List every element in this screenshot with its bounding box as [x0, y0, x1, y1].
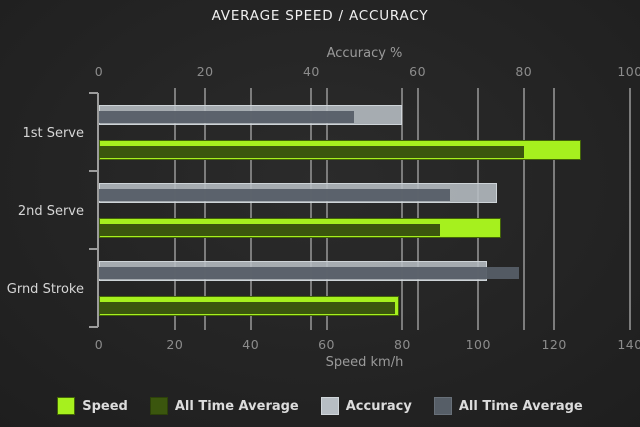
bottom-tick-label-140: 140: [617, 337, 640, 352]
legend-item-0: Speed: [57, 397, 128, 415]
y-axis-tick-0: [89, 92, 98, 94]
category-label-2nd-serve: 2nd Serve: [17, 204, 84, 219]
top-tick-label-20: 20: [196, 64, 214, 79]
gridline-speed-100: [477, 88, 480, 330]
gridline-speed-120: [553, 88, 556, 330]
legend-swatch-3: [433, 397, 452, 415]
bar-accuracy-all-time-average-2nd-serve: [99, 189, 450, 201]
legend-label-0: Speed: [82, 398, 128, 414]
legend-swatch-2: [320, 397, 339, 415]
y-axis-line: [97, 93, 99, 327]
bottom-tick-label-0: 0: [94, 337, 104, 352]
bottom-tick-label-20: 20: [166, 337, 184, 352]
legend: Speed All Time Average Accuracy All Time Av…: [0, 395, 640, 417]
top-tick-label-100: 100: [617, 64, 640, 79]
top-axis-title: Accuracy %: [326, 46, 403, 61]
y-axis-tick-3: [89, 326, 98, 328]
y-axis-tick-1: [89, 170, 98, 172]
bottom-tick-label-60: 60: [318, 337, 336, 352]
gridline-speed-40: [249, 88, 252, 330]
bottom-axis-title: Speed km/h: [325, 355, 404, 370]
legend-item-3: All Time Average: [433, 397, 583, 415]
gridline-speed-140: [629, 88, 631, 330]
top-tick-label-0: 0: [94, 64, 104, 79]
chart-title: AVERAGE SPEED / ACCURACY: [211, 8, 429, 24]
category-label-grnd-stroke: Grnd Stroke: [6, 282, 84, 297]
gridline-accuracy-80: [522, 88, 525, 330]
top-tick-label-80: 80: [515, 64, 533, 79]
gridline-speed-80: [401, 88, 404, 330]
bottom-tick-label-80: 80: [393, 337, 411, 352]
legend-swatch-1: [149, 397, 168, 415]
legend-label-1: All Time Average: [174, 398, 299, 414]
gridline-speed-20: [173, 88, 176, 330]
gridline-speed-60: [325, 88, 328, 330]
legend-label-2: Accuracy: [345, 398, 412, 414]
top-tick-label-40: 40: [302, 64, 320, 79]
gridline-accuracy-40: [310, 88, 313, 330]
bar-accuracy-all-time-average-1st-serve: [99, 111, 354, 123]
top-tick-label-60: 60: [409, 64, 427, 79]
legend-item-2: Accuracy: [320, 397, 412, 415]
bottom-tick-label-120: 120: [541, 337, 567, 352]
bar-speed-all-time-average-grnd-stroke: [99, 302, 395, 314]
legend-swatch-0: [57, 397, 76, 415]
category-label-1st-serve: 1st Serve: [22, 126, 84, 141]
gridline-accuracy-20: [204, 88, 207, 330]
y-axis-tick-2: [89, 248, 98, 250]
bar-speed-all-time-average-2nd-serve: [99, 224, 441, 236]
bar-accuracy-all-time-average-grnd-stroke: [99, 267, 519, 279]
legend-item-1: All Time Average: [149, 397, 299, 415]
bottom-tick-label-100: 100: [465, 337, 491, 352]
bar-speed-all-time-average-1st-serve: [99, 146, 524, 158]
bottom-tick-label-40: 40: [242, 337, 260, 352]
legend-label-3: All Time Average: [458, 398, 583, 414]
gridline-accuracy-60: [416, 88, 419, 330]
